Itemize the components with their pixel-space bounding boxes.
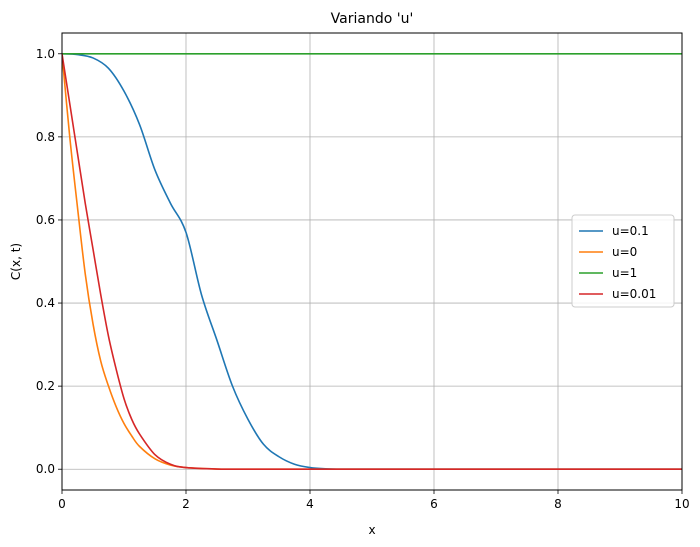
legend-label: u=0 (612, 245, 637, 259)
x-tick-label: 6 (430, 497, 438, 511)
series-line-u-0-01 (62, 53, 682, 471)
y-axis-label: C(x, t) (9, 243, 23, 280)
legend-label: u=0.01 (612, 287, 656, 301)
legend-box (571, 214, 675, 308)
y-tick-label: 0.0 (36, 462, 55, 476)
x-tick-label: 10 (674, 497, 689, 511)
axis-ticks: 0 2 4 6 8 10 0.0 0.2 0.4 0.6 0.8 1.0 (36, 47, 690, 511)
y-tick-label: 0.6 (36, 213, 55, 227)
plot-frame (61, 32, 683, 491)
y-tick-label: 0.2 (36, 379, 55, 393)
x-tick-label: 8 (554, 497, 562, 511)
y-tick-label: 0.4 (36, 296, 55, 310)
series-lines (62, 52, 682, 471)
legend-label: u=0.1 (612, 224, 649, 238)
x-tick-label: 4 (306, 497, 314, 511)
y-tick-label: 1.0 (36, 47, 55, 61)
chart-title: Variando 'u' (331, 11, 414, 27)
legend: u=0.1 u=0 u=1 u=0.01 (571, 214, 675, 308)
y-tick-label: 0.8 (36, 130, 55, 144)
legend-label: u=1 (612, 266, 637, 280)
x-tick-label: 0 (58, 497, 66, 511)
x-tick-label: 2 (182, 497, 190, 511)
x-axis-label: x (368, 523, 375, 537)
